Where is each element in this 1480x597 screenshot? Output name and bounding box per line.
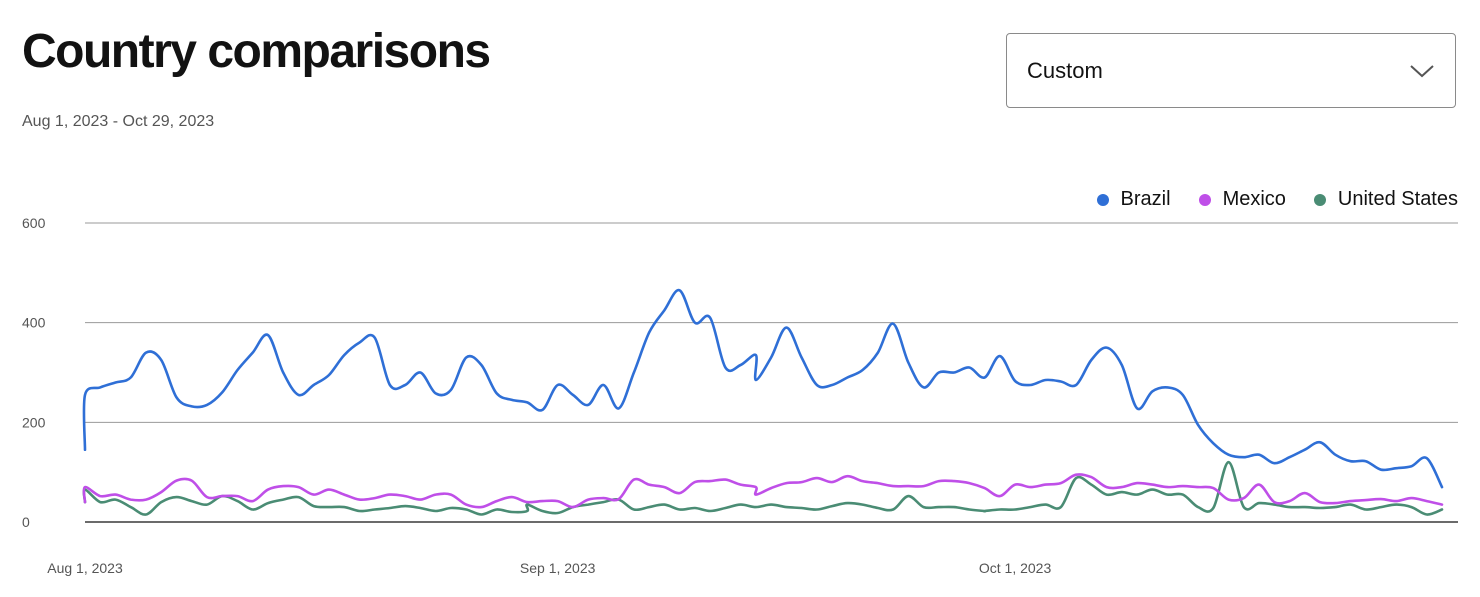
x-tick-label: Oct 1, 2023 <box>979 560 1052 576</box>
page-title: Country comparisons <box>22 25 491 78</box>
legend-item-brazil[interactable]: Brazil <box>1096 188 1171 211</box>
legend-label-mexico: Mexico <box>1222 188 1286 210</box>
series-line-united-states <box>82 460 1444 516</box>
x-tick-label: Aug 1, 2023 <box>47 560 123 576</box>
y-tick-label: 200 <box>22 414 46 430</box>
legend-label-brazil: Brazil <box>1120 188 1171 210</box>
legend-item-united-states[interactable]: United States <box>1313 188 1458 211</box>
period-select[interactable]: Custom <box>1006 33 1456 108</box>
chevron-down-icon <box>1410 64 1434 77</box>
legend-dot-mexico <box>1198 193 1211 206</box>
series-line-mexico <box>82 473 1444 509</box>
y-tick-label: 600 <box>22 215 46 231</box>
y-tick-label: 0 <box>22 514 30 530</box>
legend-label-united-states: United States <box>1337 188 1458 210</box>
x-tick-label: Sep 1, 2023 <box>520 560 596 576</box>
legend-item-mexico[interactable]: Mexico <box>1198 188 1286 211</box>
date-range: Aug 1, 2023 - Oct 29, 2023 <box>22 113 215 130</box>
y-tick-label: 400 <box>22 315 46 331</box>
legend-dot-brazil <box>1096 193 1109 206</box>
chart-legend: Brazil Mexico United States <box>1096 188 1458 211</box>
series-line-brazil <box>82 288 1444 489</box>
legend-dot-united-states <box>1313 193 1326 206</box>
period-select-value: Custom <box>1027 57 1103 83</box>
